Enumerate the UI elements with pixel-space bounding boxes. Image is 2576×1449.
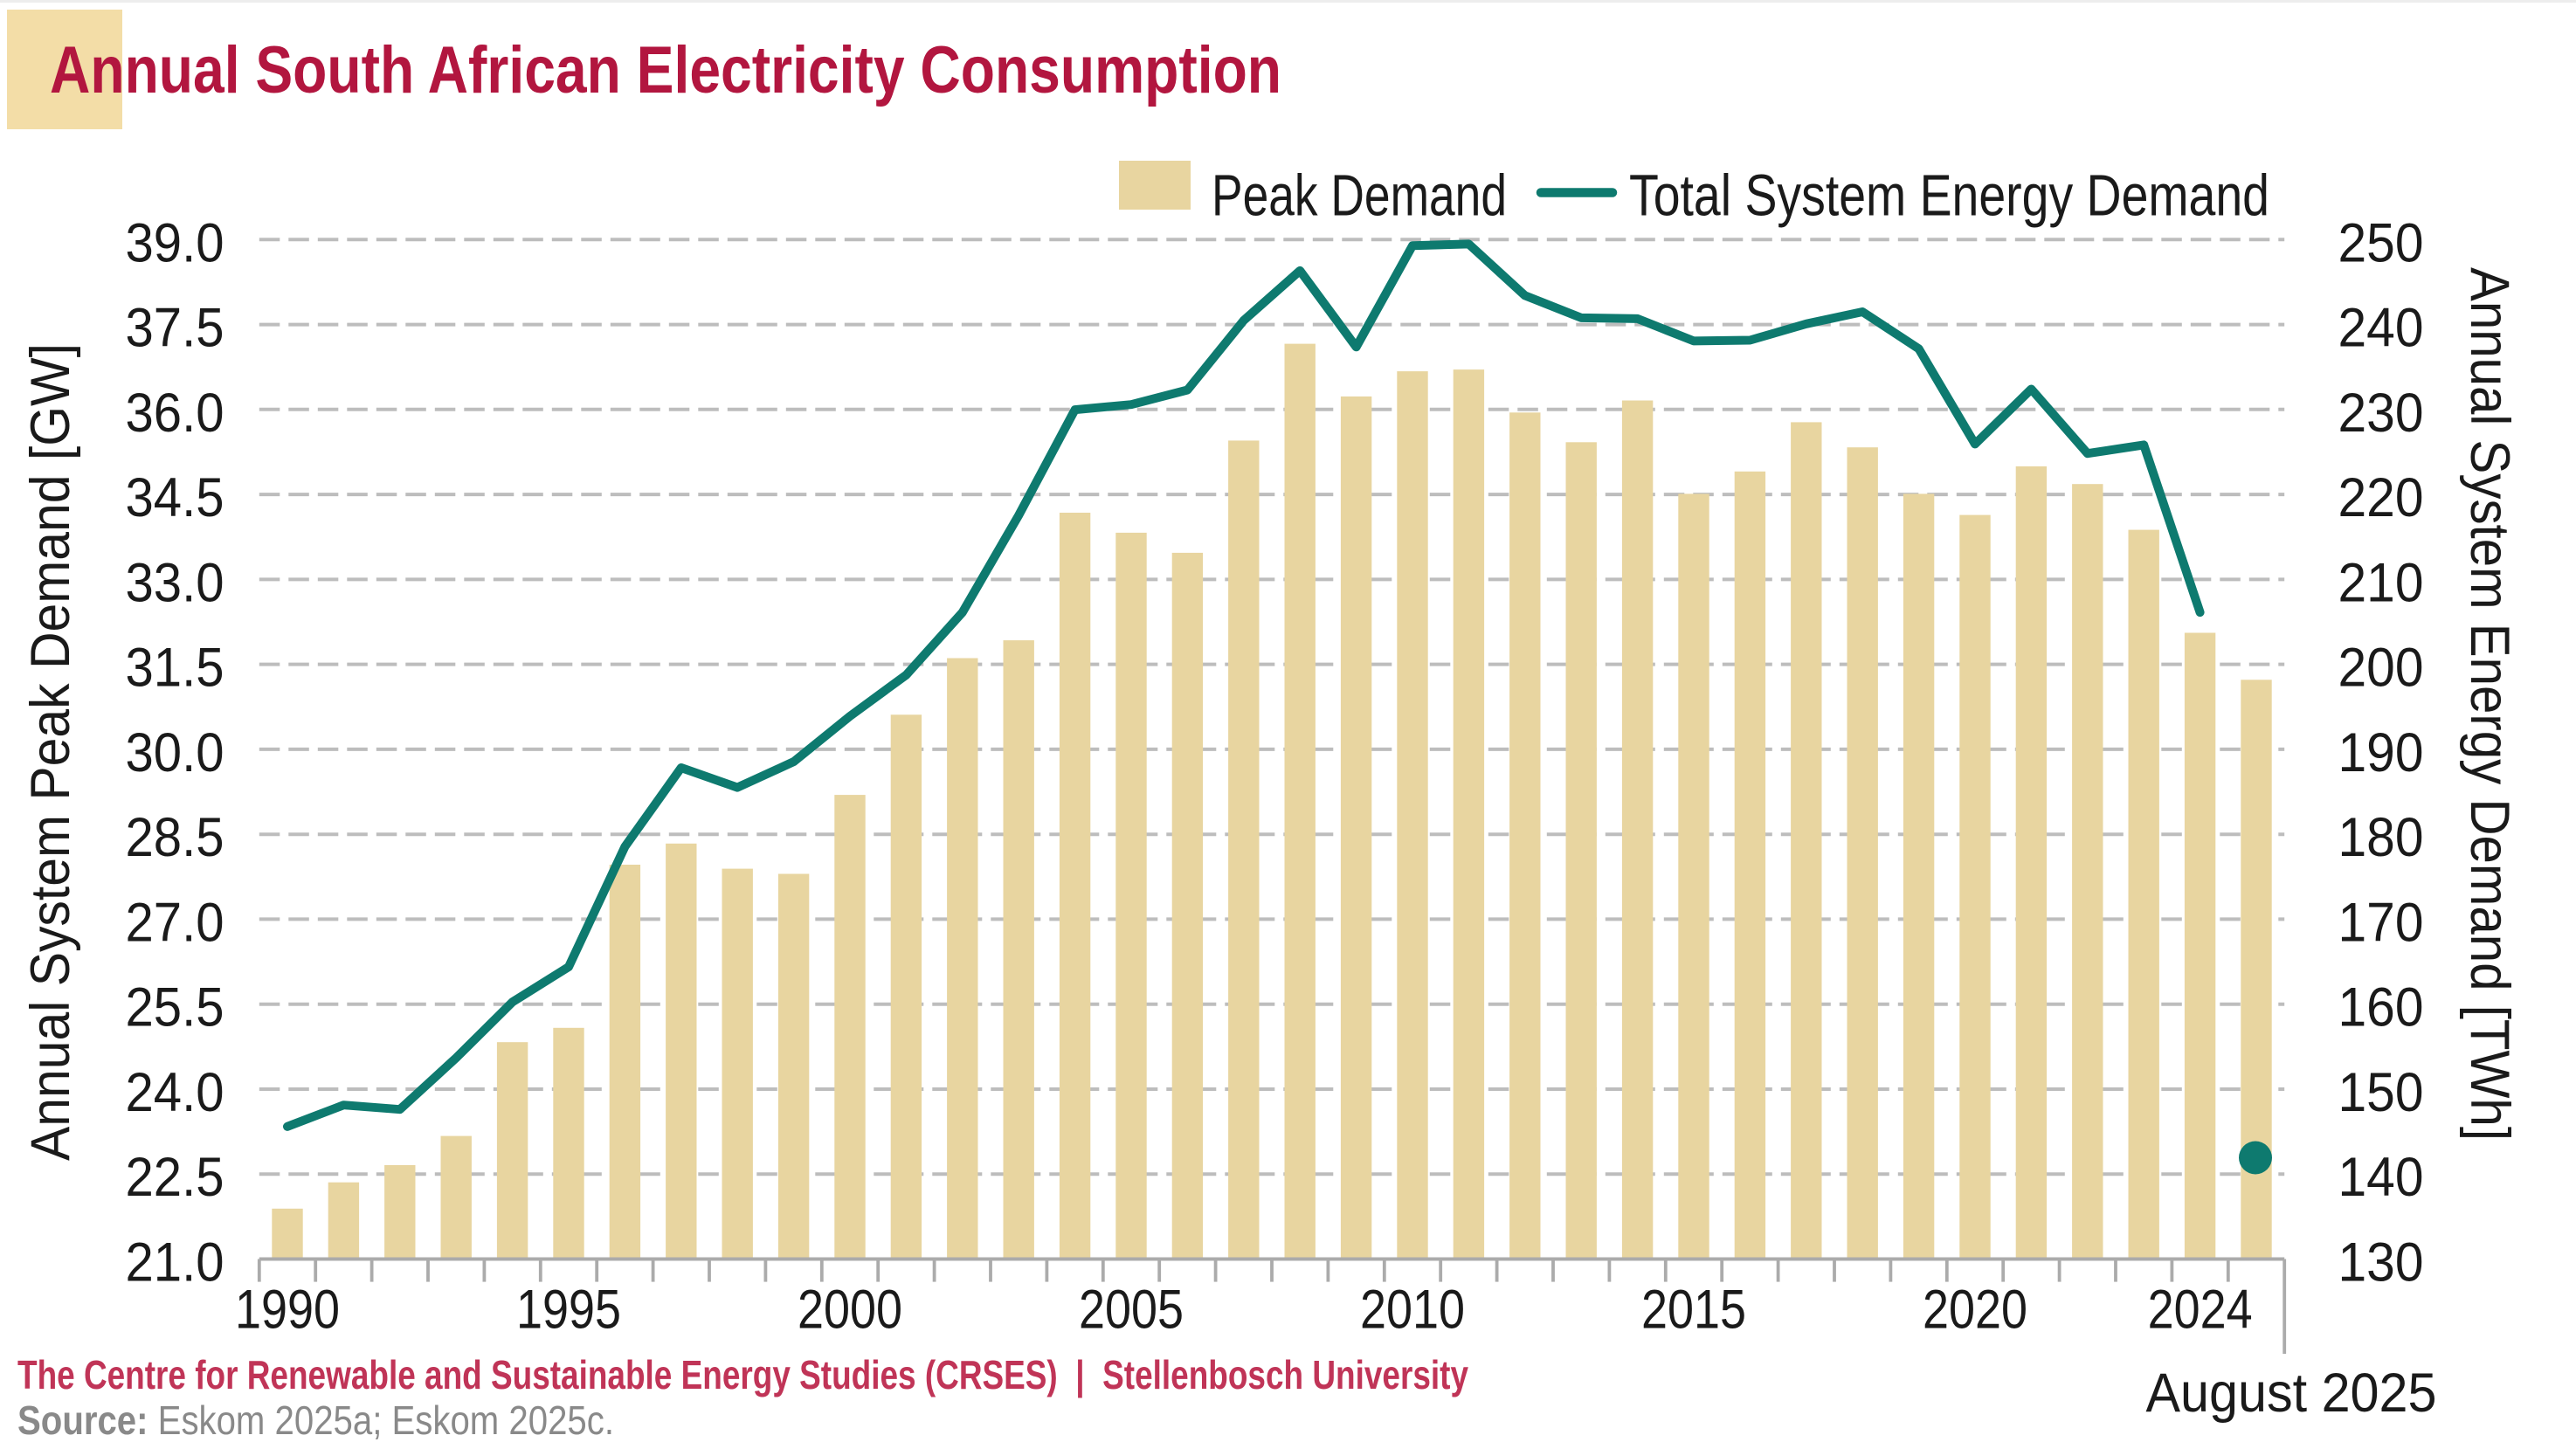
svg-text:Annual System Peak Demand [GW]: Annual System Peak Demand [GW] bbox=[20, 343, 81, 1161]
svg-text:31.5: 31.5 bbox=[126, 638, 224, 699]
svg-text:230: 230 bbox=[2338, 383, 2424, 444]
svg-text:220: 220 bbox=[2338, 467, 2424, 528]
svg-text:24.0: 24.0 bbox=[126, 1062, 224, 1123]
svg-text:150: 150 bbox=[2338, 1062, 2424, 1123]
svg-text:The Centre for Renewable and S: The Centre for Renewable and Sustainable… bbox=[17, 1352, 1468, 1397]
svg-text:34.5: 34.5 bbox=[126, 467, 224, 528]
svg-text:190: 190 bbox=[2338, 722, 2424, 783]
svg-text:37.5: 37.5 bbox=[126, 298, 224, 359]
svg-text:1995: 1995 bbox=[516, 1280, 621, 1341]
svg-text:160: 160 bbox=[2338, 977, 2424, 1038]
svg-text:130: 130 bbox=[2338, 1232, 2424, 1294]
svg-text:2005: 2005 bbox=[1079, 1280, 1184, 1341]
svg-text:210: 210 bbox=[2338, 552, 2424, 613]
svg-text:Total System Energy Demand: Total System Energy Demand bbox=[1629, 163, 2269, 229]
svg-text:Annual System Energy Demand [T: Annual System Energy Demand [TWh] bbox=[2459, 267, 2520, 1141]
svg-text:33.0: 33.0 bbox=[126, 552, 224, 613]
svg-text:27.0: 27.0 bbox=[126, 892, 224, 953]
svg-text:200: 200 bbox=[2338, 638, 2424, 699]
svg-text:28.5: 28.5 bbox=[126, 807, 224, 868]
svg-text:240: 240 bbox=[2338, 298, 2424, 359]
svg-text:180: 180 bbox=[2338, 807, 2424, 868]
svg-text:Peak Demand: Peak Demand bbox=[1212, 163, 1507, 229]
svg-text:August 2025: August 2025 bbox=[2146, 1363, 2437, 1424]
svg-text:Annual South African Electrici: Annual South African Electricity Consump… bbox=[50, 33, 1281, 107]
svg-text:2024: 2024 bbox=[2148, 1280, 2253, 1341]
svg-text:30.0: 30.0 bbox=[126, 722, 224, 783]
svg-text:170: 170 bbox=[2338, 892, 2424, 953]
svg-text:2015: 2015 bbox=[1641, 1280, 1746, 1341]
svg-text:36.0: 36.0 bbox=[126, 383, 224, 444]
svg-text:2000: 2000 bbox=[798, 1280, 902, 1341]
svg-text:2010: 2010 bbox=[1360, 1280, 1465, 1341]
svg-text:39.0: 39.0 bbox=[126, 212, 224, 273]
svg-text:Source: Eskom 2025a; Eskom 202: Source: Eskom 2025a; Eskom 2025c. bbox=[17, 1397, 614, 1443]
svg-text:21.0: 21.0 bbox=[126, 1232, 224, 1294]
svg-text:25.5: 25.5 bbox=[126, 977, 224, 1038]
svg-text:250: 250 bbox=[2338, 212, 2424, 273]
svg-text:22.5: 22.5 bbox=[126, 1147, 224, 1208]
svg-text:1990: 1990 bbox=[235, 1280, 340, 1341]
svg-text:2020: 2020 bbox=[1923, 1280, 2027, 1341]
svg-text:140: 140 bbox=[2338, 1147, 2424, 1208]
